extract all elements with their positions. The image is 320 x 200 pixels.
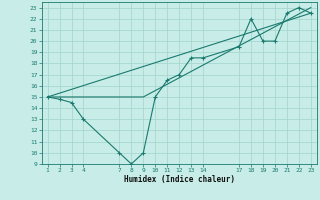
X-axis label: Humidex (Indice chaleur): Humidex (Indice chaleur) (124, 175, 235, 184)
